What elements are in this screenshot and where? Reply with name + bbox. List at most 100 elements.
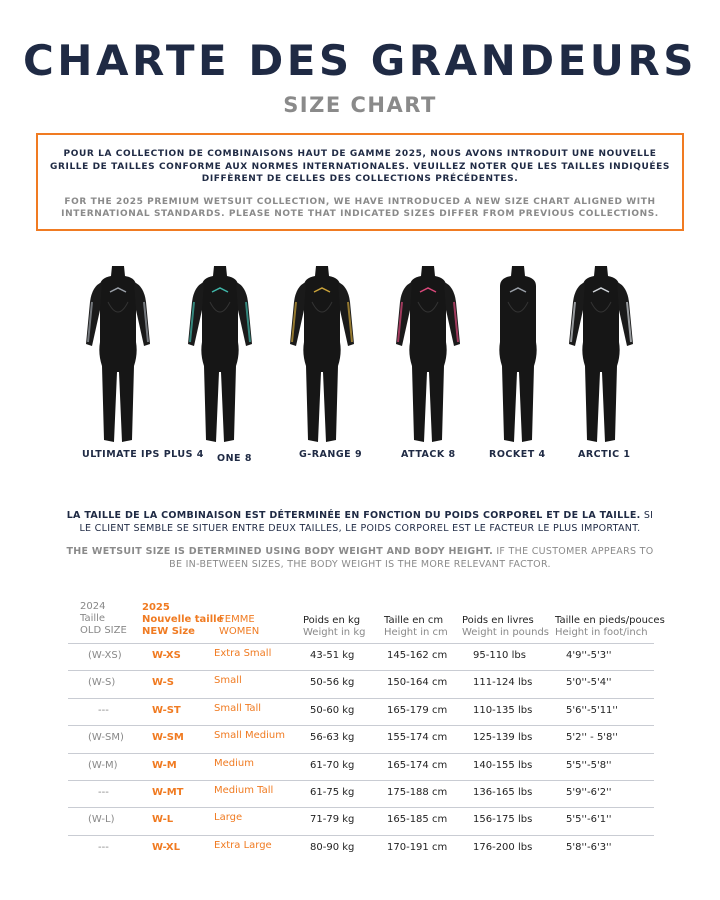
wetsuit-image: [282, 262, 362, 447]
table-row: --- W-MT Medium Tall 61-75 kg 175-188 cm 136-…: [68, 780, 654, 807]
cell-old-size: (W-S): [88, 677, 116, 689]
wetsuit-icon: [396, 266, 460, 442]
wetsuit-name: ONE 8: [217, 453, 252, 464]
cell-height-ft: 5'2'' - 5'8'': [566, 732, 618, 744]
wetsuit-image: [180, 262, 260, 447]
cell-women-size: Extra Small: [214, 648, 272, 659]
cell-height-cm: 170-191 cm: [387, 841, 448, 853]
cell-new-size: W-M: [152, 759, 177, 771]
cell-weight-lbs: 95-110 lbs: [473, 650, 526, 661]
cell-old-size: (W-L): [88, 814, 115, 826]
sizing-note-french-rest: SI LE CLIENT SEMBLE SE SITUER ENTRE DEUX…: [79, 510, 654, 534]
cell-old-size: (W-M): [88, 759, 118, 771]
table-row: (W-S) W-S Small 50-56 kg 150-164 cm 111-124 l…: [68, 670, 654, 697]
cell-old-size: ---: [98, 841, 109, 853]
cell-weight-lbs: 110-135 lbs: [473, 704, 533, 716]
cell-height-cm: 155-174 cm: [387, 732, 448, 744]
table-row: (W-SM) W-SM Small Medium 56-63 kg 155-174 cm…: [68, 725, 654, 752]
cell-weight-kg: 71-79 kg: [310, 814, 355, 826]
cell-weight-kg: 43-51 kg: [310, 650, 355, 661]
cell-weight-lbs: 140-155 lbs: [473, 759, 533, 771]
cell-height-ft: 5'6''-5'11'': [566, 704, 618, 716]
page-subtitle: SIZE CHART: [283, 93, 437, 117]
cell-height-cm: 165-185 cm: [387, 814, 448, 826]
cell-old-size: ---: [98, 704, 109, 716]
cell-weight-lbs: 125-139 lbs: [473, 732, 533, 744]
cell-new-size: W-S: [152, 677, 174, 689]
cell-weight-kg: 56-63 kg: [310, 732, 355, 744]
cell-women-size: Extra Large: [214, 839, 272, 851]
cell-women-size: Small Medium: [214, 730, 285, 742]
cell-height-cm: 165-174 cm: [387, 759, 448, 771]
header-weight-lbs: Poids en livres Weight in pounds: [462, 615, 550, 638]
cell-height-ft: 5'5''-6'1'': [566, 814, 612, 826]
cell-women-size: Small: [214, 675, 242, 687]
header-height-ft: Taille en pieds/pouces Height in foot/inc…: [555, 615, 665, 638]
notice-english: FOR THE 2025 PREMIUM WETSUIT COLLECTION,…: [61, 196, 659, 220]
cell-weight-lbs: 136-165 lbs: [473, 787, 533, 798]
wetsuit-name: ARCTIC 1: [578, 449, 631, 460]
cell-new-size: W-SM: [152, 732, 184, 744]
cell-new-size: W-ST: [152, 704, 181, 716]
table-row: (W-M) W-M Medium 61-70 kg 165-174 cm 140-155 …: [68, 752, 654, 780]
cell-new-size: W-L: [152, 814, 174, 826]
header-weight-kg: Poids en kg Weight in kg: [303, 615, 366, 638]
cell-weight-kg: 50-60 kg: [310, 704, 355, 716]
header-women: FEMME WOMEN: [219, 614, 260, 637]
wetsuit-icon: [290, 266, 354, 442]
cell-height-ft: 5'9''-6'2'': [566, 787, 612, 798]
sizing-note-french: LA TAILLE DE LA COMBINAISON EST DÉTERMIN…: [60, 509, 660, 535]
wetsuit-image: [561, 262, 641, 447]
cell-weight-kg: 61-70 kg: [310, 759, 355, 771]
table-row: (W-L) W-L Large 71-79 kg 165-185 cm 156-175 l…: [68, 807, 654, 834]
cell-height-ft: 5'8''-6'3'': [566, 841, 612, 853]
cell-weight-kg: 80-90 kg: [310, 841, 355, 853]
wetsuit-name: ROCKET 4: [489, 449, 546, 460]
sizing-note-english-rest: IF THE CUSTOMER APPEARS TO BE IN-BETWEEN…: [169, 546, 654, 570]
wetsuit-name: ATTACK 8: [401, 449, 456, 460]
wetsuit-image: [388, 262, 468, 447]
wetsuit-icon: [499, 266, 537, 442]
page-title: CHARTE DES GRANDEURS: [22, 36, 698, 85]
collection-notice: POUR LA COLLECTION DE COMBINAISONS HAUT …: [36, 133, 684, 231]
wetsuit-icon: [86, 266, 150, 442]
header-new-size: 2025 Nouvelle taille NEW Size: [142, 602, 224, 637]
cell-weight-lbs: 176-200 lbs: [473, 841, 533, 853]
cell-old-size: (W-XS): [88, 650, 122, 661]
table-row: --- W-XL Extra Large 80-90 kg 170-191 cm 176-…: [68, 834, 654, 862]
cell-women-size: Large: [214, 812, 243, 824]
table-row: (W-XS) W-XS Extra Small 43-51 kg 145-162 cm 9…: [68, 643, 654, 670]
wetsuit-icon: [569, 266, 633, 442]
cell-weight-lbs: 111-124 lbs: [473, 677, 533, 689]
cell-height-cm: 165-179 cm: [387, 704, 448, 716]
cell-new-size: W-XS: [152, 650, 181, 661]
cell-height-ft: 5'5''-5'8'': [566, 759, 612, 771]
wetsuit-name: G-RANGE 9: [299, 449, 363, 460]
cell-women-size: Medium: [214, 757, 254, 769]
cell-height-ft: 5'0''-5'4'': [566, 677, 612, 689]
cell-weight-kg: 61-75 kg: [310, 787, 355, 798]
cell-women-size: Medium Tall: [214, 785, 274, 796]
cell-women-size: Small Tall: [214, 702, 262, 714]
sizing-note-english: THE WETSUIT SIZE IS DETERMINED USING BOD…: [60, 545, 660, 571]
cell-height-ft: 4'9''-5'3'': [566, 650, 612, 661]
wetsuit-image: [78, 262, 158, 447]
cell-new-size: W-XL: [152, 841, 180, 853]
cell-new-size: W-MT: [152, 787, 184, 798]
notice-french: POUR LA COLLECTION DE COMBINAISONS HAUT …: [49, 149, 670, 184]
cell-old-size: ---: [98, 787, 109, 798]
cell-old-size: (W-SM): [88, 732, 124, 744]
cell-height-cm: 150-164 cm: [387, 677, 448, 689]
wetsuit-gallery: [0, 262, 720, 447]
wetsuit-icon: [188, 266, 252, 442]
header-height-cm: Taille en cm Height in cm: [384, 615, 448, 638]
header-old-size: 2024 Taille OLD SIZE: [80, 601, 127, 636]
cell-height-cm: 175-188 cm: [387, 787, 448, 798]
sizing-note-english-bold: THE WETSUIT SIZE IS DETERMINED USING BOD…: [66, 546, 494, 557]
cell-height-cm: 145-162 cm: [387, 650, 448, 661]
sizing-note-french-bold: LA TAILLE DE LA COMBINAISON EST DÉTERMIN…: [66, 510, 641, 521]
wetsuit-name: ULTIMATE IPS PLUS 4: [82, 449, 204, 460]
wetsuit-image: [478, 262, 558, 447]
cell-weight-lbs: 156-175 lbs: [473, 814, 533, 826]
table-row: --- W-ST Small Tall 50-60 kg 165-179 cm 110-1…: [68, 697, 654, 725]
